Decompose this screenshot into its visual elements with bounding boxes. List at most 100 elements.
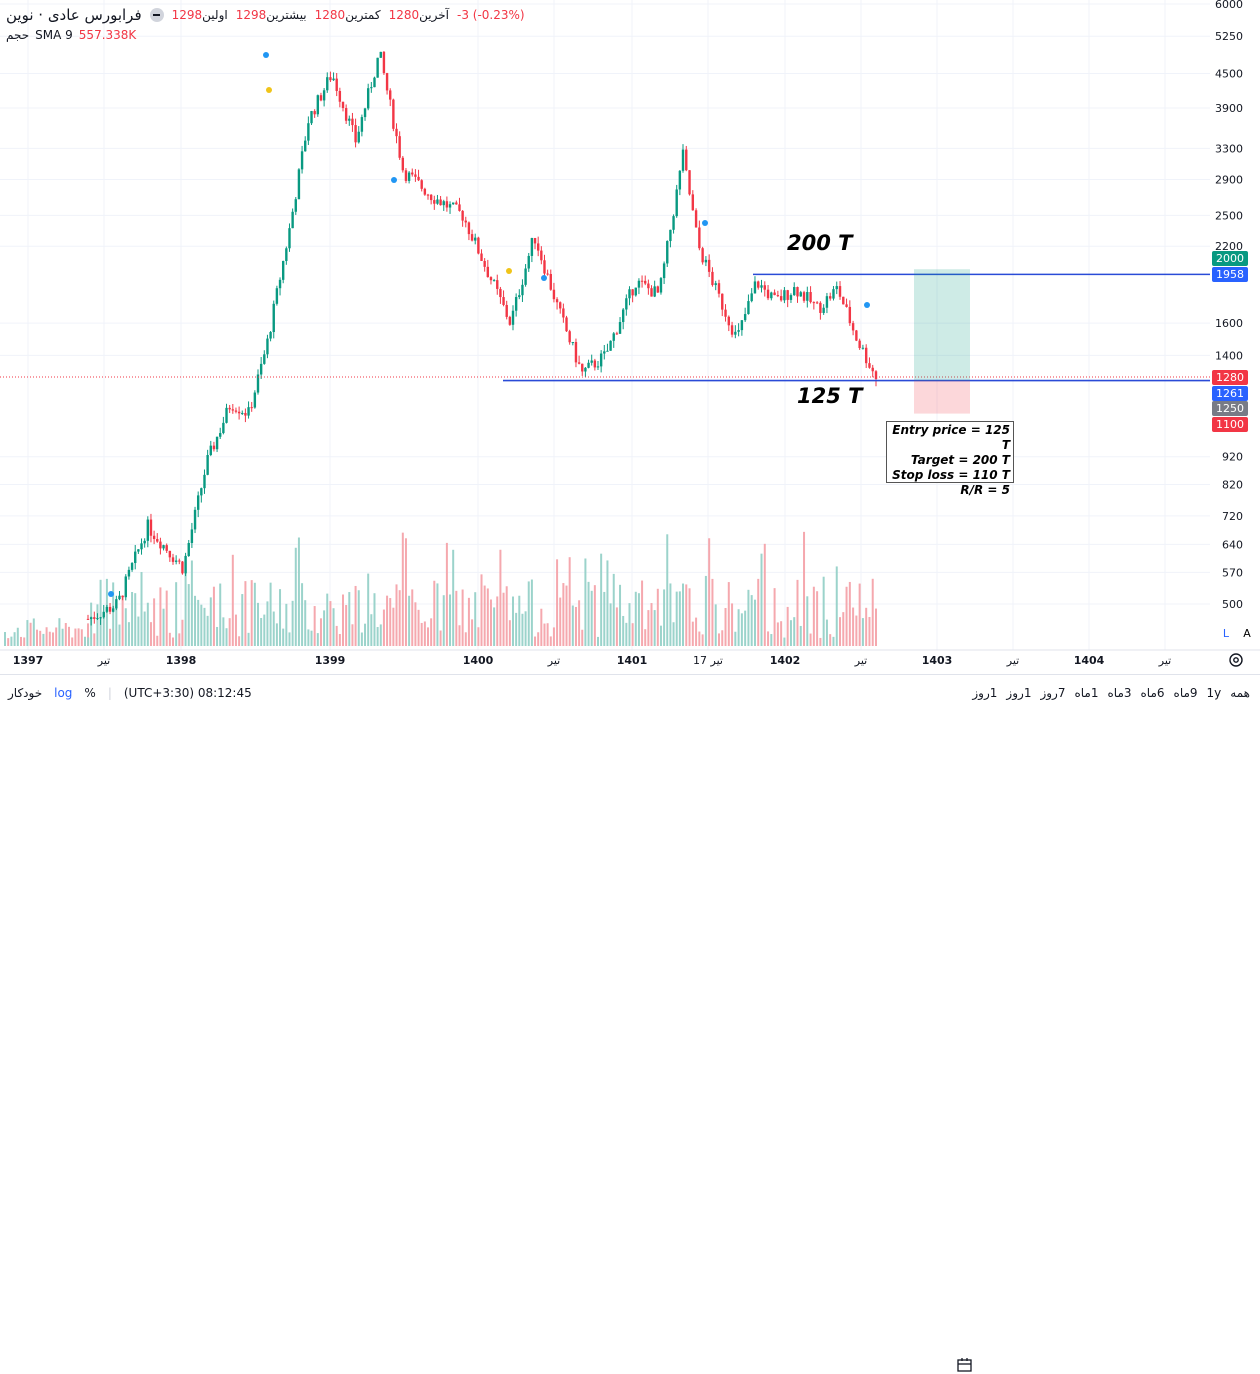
candle-body [275,288,279,304]
volume-bar [64,623,67,646]
volume-bar [675,591,678,646]
candle-body [527,255,530,269]
volume-bar [159,587,162,646]
candle-body [165,545,168,551]
volume-bar [304,600,307,646]
candle-body [593,360,597,368]
candle-body [348,118,351,121]
range-1y[interactable]: 1y [1206,685,1222,700]
volume-bar [266,601,269,646]
volume-bar [231,554,234,646]
volume-bar [609,603,612,646]
candle-body [678,170,682,190]
candle-body [102,611,105,618]
volume-bar [307,629,310,646]
volume-bar [112,582,115,646]
volume-bar [663,589,666,646]
range-1d-b[interactable]: 1روز [972,685,998,700]
volume-bar [708,538,711,646]
candle-body [429,194,433,201]
candle-body [266,338,269,355]
candle-body [307,123,310,141]
candle-body [379,51,382,58]
candle-body [398,136,401,158]
candle-body [549,273,552,290]
volume-bar [615,607,618,646]
volume-bar [625,622,628,646]
candle-body [770,292,773,299]
range-6m[interactable]: 6ماه [1140,685,1165,700]
auto-toggle[interactable]: خودکار [8,685,43,700]
price-tick-label: 500 [1222,598,1243,611]
range-9m[interactable]: 9ماه [1173,685,1198,700]
volume-bar [13,632,16,646]
volume-bar [74,628,77,646]
volume-bar [96,604,99,646]
candle-body [546,273,549,275]
volume-bar [420,622,423,646]
profit-zone [914,269,970,381]
auto-scale-button[interactable]: A [1243,626,1251,640]
volume-bar [861,618,864,646]
date-range-icon[interactable] [956,1356,974,1374]
volume-bar [812,586,815,646]
timezone-clock[interactable]: (UTC+3:30) 08:12:45 [123,685,252,700]
collapse-icon[interactable] [149,8,164,22]
volume-bar [727,582,730,646]
candle-body [681,157,685,171]
volume-bar [382,609,385,646]
range-1d[interactable]: 1روز [1006,685,1032,700]
candle-body [300,151,304,170]
volume-bar [71,637,74,646]
sma-label[interactable]: SMA 9 [35,28,73,42]
volume-bar [357,590,360,646]
candle-body [439,199,442,206]
volume-bar [127,622,130,646]
volume-bar [688,588,691,646]
volume-bar [87,637,90,646]
volume-bar [427,627,429,646]
volume-bar [338,633,341,646]
symbol-title[interactable]: فرابورس عادی · نوین [6,6,142,24]
candle-body [855,330,858,341]
candle-body [502,297,505,305]
percent-toggle[interactable]: % [84,685,96,700]
volume-bar [134,593,137,646]
volume-bar [590,590,593,646]
candle-body [105,606,109,612]
candle-body [278,279,282,289]
volume-bar [4,632,6,646]
range-3m[interactable]: 3ماه [1107,685,1132,700]
range-1m[interactable]: 1ماه [1074,685,1099,700]
candle-body [237,411,241,414]
volume-bar [146,602,149,646]
time-tick-label: تیر [547,654,560,667]
volume-bar [835,566,838,646]
price-chart[interactable]: 500 570 640 720 820 920 1400 1600 2200 2500 2900 33… [0,0,1260,674]
candle-body [609,340,612,351]
volume-bar [543,623,546,646]
candle-body [477,237,480,254]
candle-body [760,285,763,288]
volume-bar [115,601,118,646]
volume-bar [546,623,549,646]
candle-body [407,172,411,181]
price-change: -3 (-0.23%) [456,8,525,22]
volume-bar [370,614,373,646]
volume-bar [537,632,540,646]
volume-bar [140,571,143,646]
candle-body [118,595,121,600]
price-badge-label: 1280 [1216,371,1244,384]
log-scale-button[interactable]: L [1222,626,1230,640]
volume-bar [285,603,288,646]
log-toggle[interactable]: log [54,685,73,700]
range-7d[interactable]: 7روز [1040,685,1066,700]
candle-body [115,599,118,609]
volume-bar [445,542,448,646]
volume-bar [816,591,819,646]
gear-icon[interactable] [1228,652,1244,668]
volume-bar [628,603,631,646]
candle-body [263,354,266,364]
range-all[interactable]: همه [1230,685,1250,700]
ohlc-low: کمترین1280 [315,8,381,22]
